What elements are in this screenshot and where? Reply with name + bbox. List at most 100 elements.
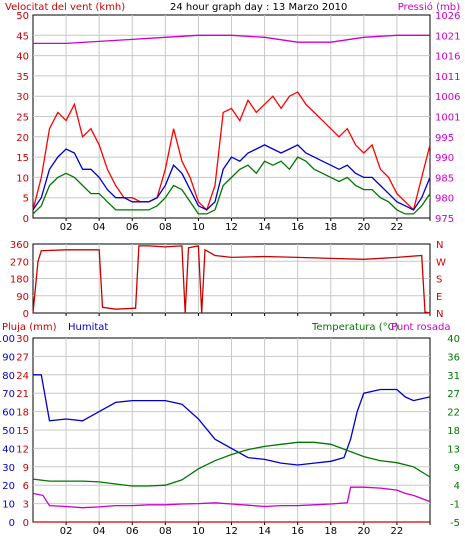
wind-panel-x-tick-label: 16	[291, 222, 304, 233]
wind-series-line-2	[32, 156, 431, 215]
wind-panel-x-tick-label: 10	[192, 222, 205, 233]
rain-y-tick-label: 30	[16, 334, 29, 345]
temperature-y-tick-label: 31	[447, 371, 460, 382]
climate-panel-x-tick-label: 10	[192, 526, 205, 537]
climate-panel-x-tick-label: 22	[391, 526, 404, 537]
wind-panel-x-tick-label: 22	[391, 222, 404, 233]
humidity-axis-label: Humitat	[68, 322, 108, 333]
humidity-y-tick-label: 30	[2, 463, 15, 474]
pressure-y-tick-label: 1001	[435, 113, 460, 124]
climate-panel-x-tick-label: 04	[93, 526, 106, 537]
compass-y-tick-label: W	[436, 257, 446, 268]
climate-panel-x-tick-label: 18	[324, 526, 337, 537]
direction-y-tick-label: 90	[16, 292, 29, 303]
wind-y-tick-label: 15	[16, 153, 29, 164]
pressure-y-tick-label: 1016	[435, 52, 460, 63]
wind-panel-x-tick-label: 18	[324, 222, 337, 233]
humidity-y-tick-label: 40	[2, 444, 15, 455]
wind-axis-label: Velocitat del vent (kmh)	[5, 2, 125, 13]
wind-series-line-1	[32, 144, 431, 211]
humidity-y-tick-label: 60	[2, 408, 15, 419]
climate-panel-x-tick-label: 08	[159, 526, 172, 537]
direction-y-tick-label: 180	[10, 275, 29, 286]
humidity-y-tick-label: 20	[2, 481, 15, 492]
wind-y-tick-label: 35	[16, 72, 29, 83]
wind-y-tick-label: 25	[16, 113, 29, 124]
pressure-y-tick-label: 975	[435, 214, 454, 225]
wind-y-tick-label: 5	[23, 194, 29, 205]
humidity-y-tick-label: 0	[9, 518, 15, 529]
direction-y-tick-label: 270	[10, 257, 29, 268]
temperature-y-tick-label: 40	[447, 334, 460, 345]
direction-y-tick-label: 360	[10, 240, 29, 251]
temperature-y-tick-label: 13	[447, 444, 460, 455]
humidity-y-tick-label: 80	[2, 371, 15, 382]
wind-series-line-0	[32, 91, 431, 212]
compass-y-tick-label: N	[436, 240, 443, 251]
wind-panel-x-tick-label: 02	[60, 222, 73, 233]
humidity-y-tick-label: 50	[2, 426, 15, 437]
wind-panel-x-tick-label: 14	[258, 222, 271, 233]
temperature-y-tick-label: 36	[447, 352, 460, 363]
rain-y-tick-label: 9	[23, 463, 29, 474]
temperature-y-tick-label: -5	[450, 518, 460, 529]
wind-y-tick-label: 20	[16, 133, 29, 144]
wind-y-tick-label: 45	[16, 31, 29, 42]
climate-panel-x-tick-label: 16	[291, 526, 304, 537]
wind-panel-x-tick-label: 08	[159, 222, 172, 233]
temperature-y-tick-label: 18	[447, 426, 460, 437]
pressure-y-tick-label: 1011	[435, 72, 460, 83]
temperature-y-tick-label: 4	[454, 481, 460, 492]
rain-y-tick-label: 3	[23, 500, 29, 511]
rain-axis-label: Pluja (mm)	[2, 322, 57, 333]
direction-y-tick-label: 0	[23, 309, 29, 320]
chart-layer: 02 04 06 08 10 12 14 16 18 20 22051015202530354045…	[0, 11, 460, 537]
wind-y-tick-label: 40	[16, 52, 29, 63]
rain-y-tick-label: 6	[23, 481, 29, 492]
direction-series-line-0	[32, 245, 431, 314]
wind-y-tick-label: 50	[16, 11, 29, 22]
wind-panel-x-tick-label: 06	[126, 222, 139, 233]
compass-y-tick-label: S	[436, 275, 442, 286]
pressure-y-tick-label: 1021	[435, 31, 460, 42]
climate-panel-x-tick-label: 12	[225, 526, 238, 537]
climate-series-line-0	[33, 374, 431, 466]
humidity-y-tick-label: 70	[2, 389, 15, 400]
rain-y-tick-label: 12	[16, 444, 29, 455]
wind-panel-x-tick-label: 20	[357, 222, 370, 233]
climate-panel-x-tick-label: 02	[60, 526, 73, 537]
pressure-y-tick-label: 990	[435, 153, 454, 164]
rain-y-tick-label: 27	[16, 352, 29, 363]
pressure-y-tick-label: 1026	[435, 11, 460, 22]
humidity-y-tick-label: 90	[2, 352, 15, 363]
wind-y-tick-label: 10	[16, 173, 29, 184]
temperature-y-tick-label: -1	[450, 500, 460, 511]
climate-series-line-2	[32, 486, 431, 509]
compass-y-tick-label: N	[436, 309, 443, 320]
compass-y-tick-label: E	[436, 292, 442, 303]
climate-panel-x-tick-label: 20	[357, 526, 370, 537]
temperature-y-tick-label: 27	[447, 389, 460, 400]
rain-y-tick-label: 0	[23, 518, 29, 529]
humidity-y-tick-label: 10	[2, 500, 15, 511]
pressure-y-tick-label: 980	[435, 194, 454, 205]
temperature-y-tick-label: 22	[447, 408, 460, 419]
pressure-y-tick-label: 995	[435, 133, 454, 144]
rain-y-tick-label: 21	[16, 389, 29, 400]
rain-y-tick-label: 15	[16, 426, 29, 437]
climate-series-line-1	[32, 441, 431, 487]
dewpoint-axis-label: Punt rosada	[391, 322, 450, 333]
pressure-y-tick-label: 1006	[435, 92, 460, 103]
rain-y-tick-label: 18	[16, 408, 29, 419]
humidity-y-tick-label: 100	[0, 334, 15, 345]
pressure-y-tick-label: 985	[435, 173, 454, 184]
wind-y-tick-label: 30	[16, 92, 29, 103]
temperature-axis-label: Temperatura (°C)	[311, 322, 399, 333]
climate-panel-x-tick-label: 14	[258, 526, 271, 537]
wind-panel-x-tick-label: 12	[225, 222, 238, 233]
wind-y-tick-label: 0	[23, 214, 29, 225]
climate-panel-x-tick-label: 06	[126, 526, 139, 537]
pressure-axis-label: Pressió (mb)	[398, 1, 460, 13]
rain-y-tick-label: 24	[16, 371, 29, 382]
